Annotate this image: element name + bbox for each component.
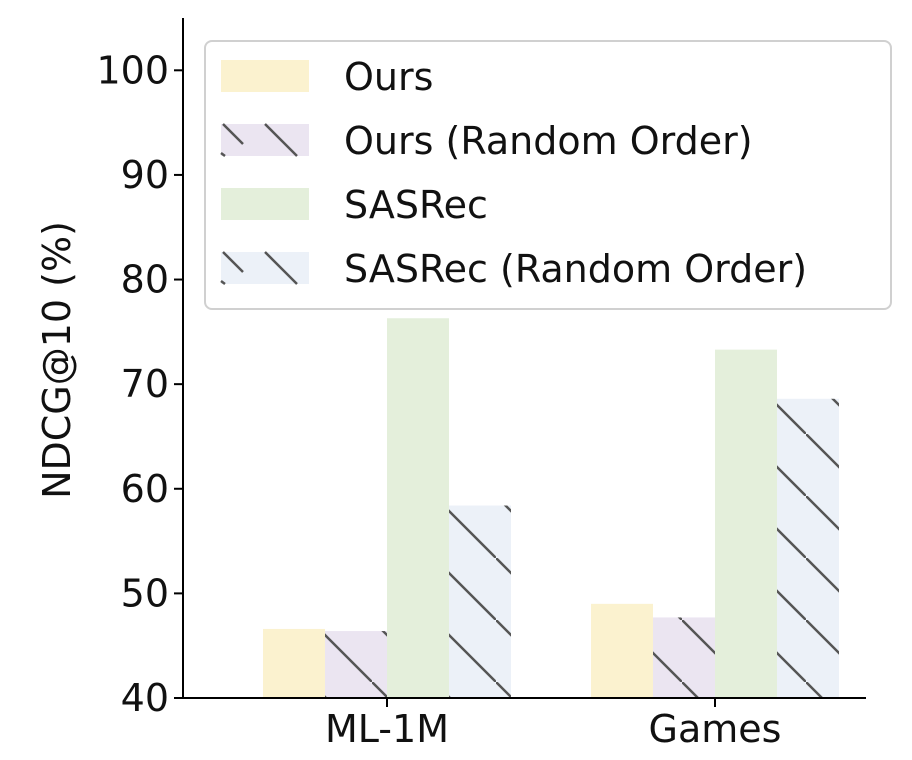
y-tick-label: 100 xyxy=(96,48,169,92)
legend-label-sasrec: SASRec xyxy=(344,183,488,227)
bar-sasrec-ml-1m xyxy=(387,318,449,698)
bar-ours-ml-1m xyxy=(263,628,325,698)
y-tick-label: 40 xyxy=(121,676,169,720)
legend-label-ours-random-order: Ours (Random Order) xyxy=(344,119,753,163)
bar-ours-games xyxy=(591,603,653,698)
legend-hatch-line xyxy=(264,123,298,157)
legend-label-ours: Ours xyxy=(344,55,433,99)
bar-hatch-ours-random-order-games xyxy=(653,617,715,698)
bar-hatch-sasrec-random-order-games xyxy=(777,398,839,698)
bar-hatch-ours-random-order-ml-1m xyxy=(325,631,387,698)
legend: Ours Ours (Random Order) SASRec SASRec (Ran… xyxy=(204,40,892,310)
x-axis-ticks: ML-1M Games xyxy=(325,698,781,751)
y-axis-ticks: 40 50 60 70 80 90 100 xyxy=(96,48,183,720)
y-tick-label: 70 xyxy=(121,362,169,406)
legend-label-sasrec-random-order: SASRec (Random Order) xyxy=(344,247,807,291)
y-tick-label: 80 xyxy=(121,258,169,302)
legend-hatch-line xyxy=(264,251,298,285)
legend-hatch-line xyxy=(222,251,244,273)
bars-group xyxy=(263,318,839,698)
y-tick-label: 90 xyxy=(121,153,169,197)
bar-hatch-sasrec-random-order-ml-1m xyxy=(449,505,511,698)
y-tick-label: 50 xyxy=(121,571,169,615)
legend-swatch-sasrec-random-order xyxy=(221,252,309,284)
legend-hatch-line xyxy=(220,152,226,157)
legend-swatch-sasrec xyxy=(221,188,309,220)
x-tick-label: ML-1M xyxy=(325,707,449,751)
x-tick-label: Games xyxy=(649,707,782,751)
y-tick-label: 60 xyxy=(121,467,169,511)
legend-swatch-ours xyxy=(221,60,309,92)
bar-sasrec-games xyxy=(715,349,777,698)
legend-hatch-line xyxy=(222,123,244,145)
legend-hatch-line xyxy=(220,280,226,285)
legend-swatch-ours-random-order xyxy=(221,124,309,156)
legend-frame xyxy=(204,40,892,310)
y-axis-title: NDCG@10 (%) xyxy=(35,221,79,499)
